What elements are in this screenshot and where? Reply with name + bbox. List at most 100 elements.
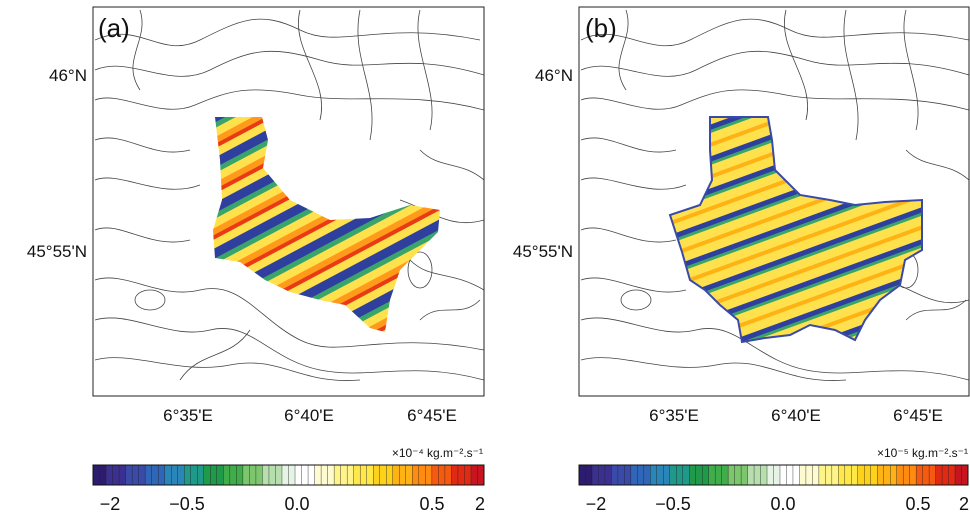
colorbar-segment: [676, 464, 684, 486]
colorbar-segment: [125, 464, 133, 486]
colorbar-segment: [281, 464, 290, 486]
colorbar-segment: [294, 464, 303, 486]
panel-label-a: (a): [98, 13, 130, 43]
colorbar-segment: [961, 464, 969, 486]
colorbar-segment: [779, 464, 787, 486]
colorbar-segment: [598, 464, 606, 486]
colorbar-segment: [637, 464, 645, 486]
colorbar-segment: [915, 464, 924, 486]
lat-label-a-46n: 46°N: [49, 66, 87, 85]
map-frame-b: [578, 6, 970, 397]
colorbar-segment: [922, 464, 930, 486]
colorbar-segment: [392, 464, 400, 486]
map-frame-a: [92, 6, 485, 397]
colorbar-segment: [451, 464, 459, 486]
colorbar-segment: [210, 464, 218, 486]
colorbar-segment: [747, 464, 755, 486]
colorbar-segment: [831, 464, 839, 486]
colorbar-segment: [604, 464, 612, 486]
colorbar-segment: [591, 464, 599, 486]
lat-label-b-46n: 46°N: [535, 66, 573, 85]
colorbar-segment: [399, 464, 407, 486]
colorbar-segment: [663, 464, 671, 486]
colorbar-b-tick-2: −0.5: [655, 494, 691, 514]
colorbar-segment: [164, 464, 172, 486]
colorbar-segment: [812, 464, 820, 486]
colorbar-segment: [386, 464, 394, 486]
unit-label-b: ×10⁻⁵ kg.m⁻².s⁻¹: [877, 446, 968, 460]
colorbar-segment: [190, 464, 198, 486]
colorbar-segment: [935, 464, 943, 486]
colorbar-segment: [425, 464, 433, 486]
colorbar-segment: [818, 464, 826, 486]
colorbar-segment: [333, 464, 342, 486]
colorbar-a-tick-3: 0.0: [284, 494, 309, 514]
colorbar-segment: [177, 464, 185, 486]
colorbar-segment: [340, 464, 348, 486]
lat-label-b-4555n: 45°55'N: [513, 242, 573, 261]
colorbar-segment: [457, 464, 465, 486]
colorbar-segment: [229, 464, 237, 486]
colorbar-segment: [851, 464, 859, 486]
colorbar-segment: [760, 464, 768, 486]
colorbar-segment: [301, 464, 309, 486]
colorbar-segment: [184, 464, 192, 486]
colorbar-segment: [255, 464, 263, 486]
colorbar-segment: [105, 464, 114, 486]
field-region-b: [668, 116, 923, 344]
colorbar-segment: [766, 464, 774, 486]
colorbar-segment: [307, 464, 316, 486]
colorbar-segment: [883, 464, 891, 486]
colorbar-segment: [740, 464, 749, 486]
colorbar-b-tick-1: −2: [586, 494, 607, 514]
colorbar-segment: [373, 464, 381, 486]
colorbar-segment: [838, 464, 846, 486]
colorbar-segment: [656, 464, 664, 486]
lon-label-a-640e: 6°40'E: [284, 406, 334, 425]
lon-label-a-635e: 6°35'E: [163, 406, 213, 425]
colorbar-segment: [617, 464, 625, 486]
colorbar-segment: [773, 464, 781, 486]
colorbar-segment: [412, 464, 420, 486]
lat-label-a-4555n: 45°55'N: [27, 242, 87, 261]
colorbar-segment: [630, 464, 638, 486]
colorbar-segment: [327, 464, 335, 486]
colorbar-segment: [320, 464, 329, 486]
colorbar-segment: [118, 464, 127, 486]
colorbar-segment: [708, 464, 716, 486]
colorbar-segment: [864, 464, 872, 486]
colorbar-segment: [870, 464, 878, 486]
colorbar-segment: [438, 464, 446, 486]
colorbar-segment: [151, 464, 159, 486]
colorbar-segment: [896, 464, 904, 486]
lon-label-a-645e: 6°45'E: [407, 406, 457, 425]
colorbar-a-tick-5: 2: [475, 494, 485, 514]
colorbar-segment: [948, 464, 956, 486]
colorbar-segment: [197, 464, 205, 486]
colorbar-segment: [236, 464, 244, 486]
colorbar-segment: [578, 464, 586, 486]
colorbar-segment: [611, 464, 619, 486]
colorbar-segment: [682, 464, 690, 486]
colorbar-segment: [805, 464, 813, 486]
colorbar-segment: [585, 464, 593, 486]
colorbar-segment: [714, 464, 723, 486]
colorbar-segment: [477, 464, 485, 486]
colorbar-segment: [877, 464, 885, 486]
colorbar-segment: [314, 464, 322, 486]
colorbar-segment: [242, 464, 250, 486]
colorbar-segment: [721, 464, 729, 486]
panel-label-b: (b): [585, 13, 617, 43]
colorbar-b-tick-5: 2: [959, 494, 969, 514]
colorbar-segment: [170, 464, 179, 486]
colorbar-segment: [825, 464, 833, 486]
colorbar-segment: [643, 464, 651, 486]
colorbar-segment: [353, 464, 361, 486]
colorbar-segment: [701, 464, 710, 486]
colorbar-segment: [359, 464, 368, 486]
colorbar-segment: [857, 464, 865, 486]
colorbar-segment: [92, 464, 101, 486]
lon-label-b-640e: 6°40'E: [771, 406, 821, 425]
colorbar-segment: [786, 464, 794, 486]
